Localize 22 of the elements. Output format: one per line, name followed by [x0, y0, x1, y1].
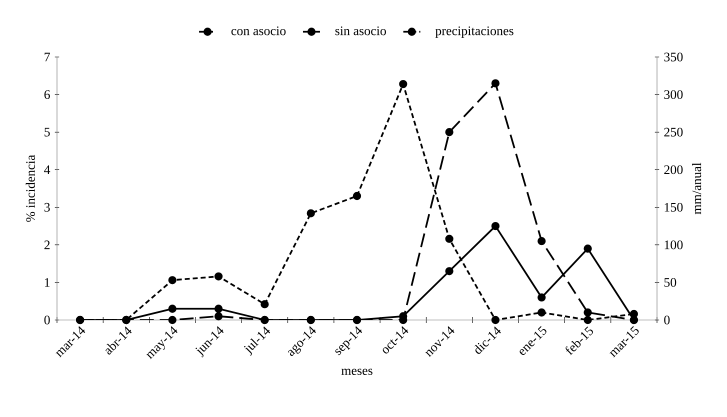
y-tick-label: 3 — [44, 202, 50, 212]
y-tick-label: 7 — [44, 52, 50, 62]
y2-tick-label: 100 — [664, 240, 683, 250]
y-tick-label: 5 — [44, 128, 50, 136]
y-tick-label: 1 — [44, 278, 50, 287]
y2-tick-label: 150 — [664, 202, 683, 212]
y2-axis-title: mm/anual — [692, 162, 702, 214]
y-tick-label: 4 — [44, 165, 50, 174]
y-tick-label: 2 — [44, 240, 50, 250]
y-axis-title: % incidencia — [26, 154, 35, 222]
y2-tick-label: 200 — [664, 165, 683, 174]
y2-tick-label: 300 — [664, 90, 683, 99]
y2-tick-label: 350 — [664, 52, 683, 62]
legend-label: precipitaciones — [435, 26, 514, 38]
y-tick-label: 6 — [44, 90, 50, 99]
legend-label: con asocio — [231, 26, 286, 36]
y2-tick-label: 50 — [664, 278, 676, 287]
y2-tick-label: 0 — [664, 316, 670, 324]
y-tick-label: 0 — [44, 316, 50, 324]
y2-tick-label: 250 — [664, 128, 683, 137]
legend-label: sin asocio — [335, 26, 386, 36]
x-axis-title: meses — [341, 368, 372, 375]
